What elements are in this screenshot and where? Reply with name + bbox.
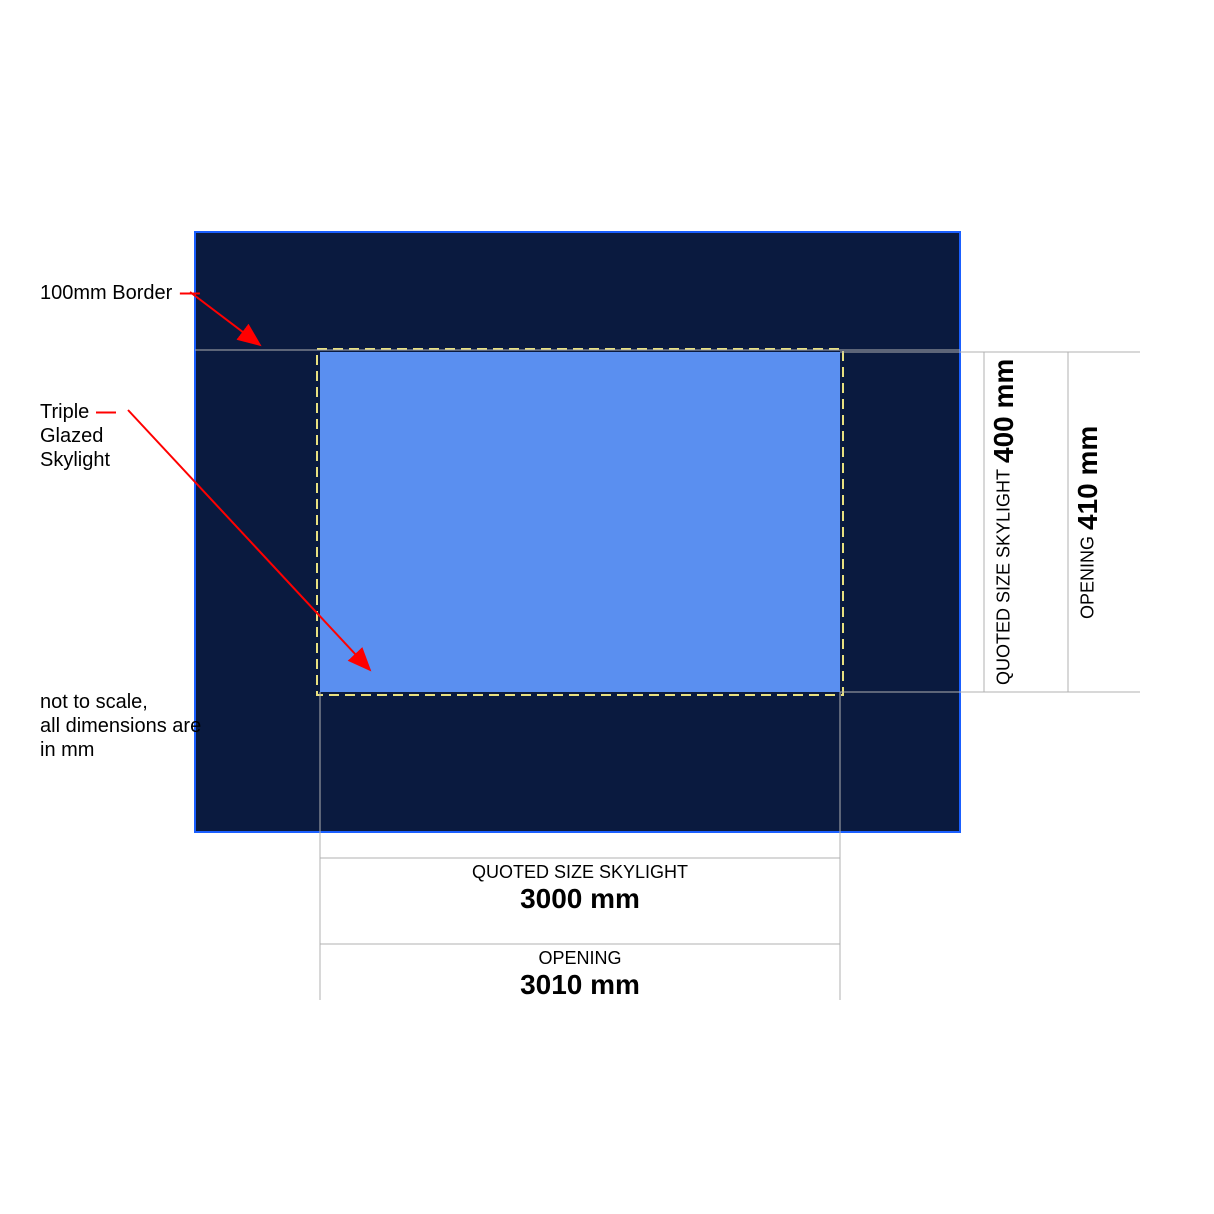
skylight-diagram	[0, 0, 1214, 1214]
border-label: 100mm Border —	[40, 282, 200, 305]
skylight-pane	[320, 352, 840, 692]
skylight-type-label: Triple Glazed Skylight —	[40, 400, 110, 472]
width-quoted-dimension: QUOTED SIZE SKYLIGHT 3000 mm	[320, 862, 840, 915]
height-quoted-dimension: QUOTED SIZE SKYLIGHT 400 mm	[988, 352, 1020, 692]
width-opening-dimension: OPENING 3010 mm	[320, 948, 840, 1001]
height-opening-dimension: OPENING 410 mm	[1072, 352, 1104, 692]
note-label: not to scale, all dimensions are in mm	[40, 690, 201, 762]
